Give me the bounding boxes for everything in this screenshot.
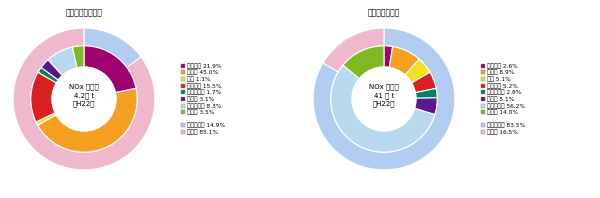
Wedge shape <box>389 47 419 75</box>
Legend: 軽乗用車 2.6%, 乗用車 8.9%, バス 5.1%, 軽貨物車 5.2%, 小型貨物車 2.8%, 貨客車 5.1%, 普通貨物車 56.2%, 特殊車 : 軽乗用車 2.6%, 乗用車 8.9%, バス 5.1%, 軽貨物車 5.2%,… <box>481 63 525 135</box>
Title: コールドスタート: コールドスタート <box>65 8 103 17</box>
Wedge shape <box>36 113 56 125</box>
Wedge shape <box>331 65 435 152</box>
Wedge shape <box>38 88 137 152</box>
Wedge shape <box>323 28 384 72</box>
Wedge shape <box>41 60 62 80</box>
Wedge shape <box>405 59 430 83</box>
Wedge shape <box>73 46 84 68</box>
Wedge shape <box>412 72 436 93</box>
Wedge shape <box>48 47 77 75</box>
Wedge shape <box>84 28 141 68</box>
Wedge shape <box>31 72 56 122</box>
Wedge shape <box>84 46 136 93</box>
Title: ホットスタート: ホットスタート <box>368 8 400 17</box>
Wedge shape <box>384 46 392 68</box>
Legend: 軽乗用車 21.9%, 乗用車 45.0%, バス 1.1%, 軽貨物車 15.5%, 小型貨物車 1.7%, 貨客車 3.1%, 普通貨物車 8.3%, 特殊: 軽乗用車 21.9%, 乗用車 45.0%, バス 1.1%, 軽貨物車 15.… <box>181 63 224 135</box>
Wedge shape <box>38 68 58 83</box>
Circle shape <box>352 67 416 131</box>
Wedge shape <box>415 89 437 98</box>
Text: NOx 排出量
41 万 t
（H22）: NOx 排出量 41 万 t （H22） <box>369 84 399 107</box>
Wedge shape <box>343 46 384 79</box>
Wedge shape <box>313 28 455 170</box>
Wedge shape <box>415 98 437 115</box>
Wedge shape <box>13 28 155 170</box>
Circle shape <box>52 67 116 131</box>
Text: NOx 排出量
4.2万 t
（H22）: NOx 排出量 4.2万 t （H22） <box>69 84 99 107</box>
